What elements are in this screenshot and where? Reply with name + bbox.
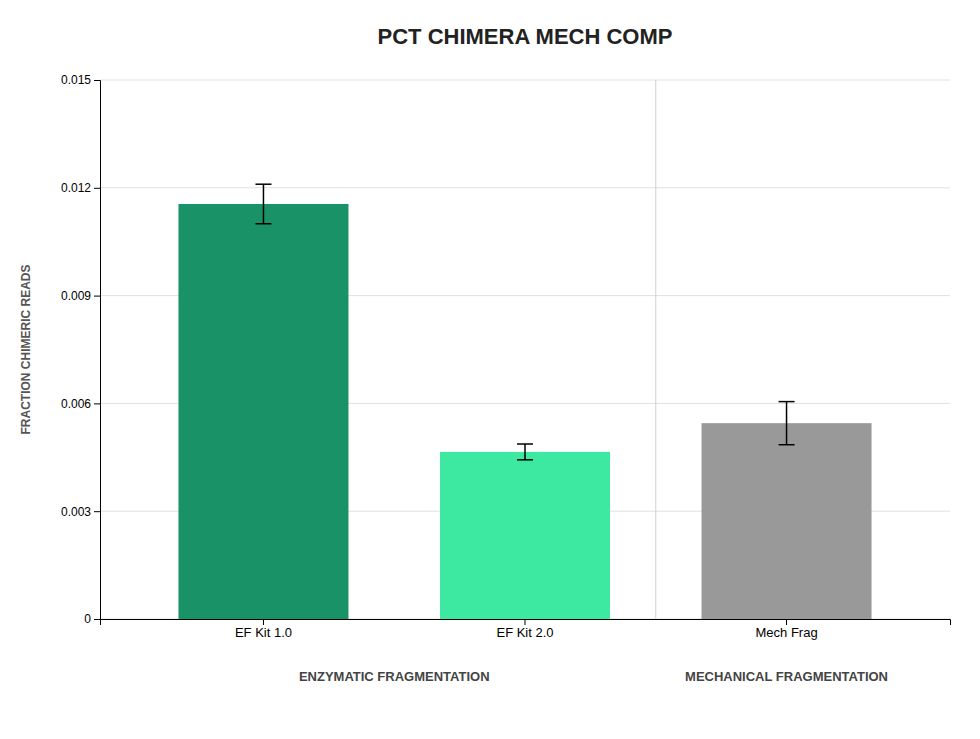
group-divider bbox=[655, 80, 656, 619]
y-tick-label: 0.012 bbox=[61, 181, 91, 195]
error-bar-stem bbox=[786, 402, 788, 445]
marks bbox=[178, 184, 871, 619]
y-axis-title: FRACTION CHIMERIC READS bbox=[19, 265, 33, 435]
error-bar-stem bbox=[524, 444, 526, 460]
y-tick: 0.006 bbox=[61, 397, 100, 411]
y-tick-mark bbox=[94, 619, 100, 620]
x-tick-mark bbox=[525, 619, 526, 625]
y-tick-mark bbox=[94, 511, 100, 512]
error-bar-cap bbox=[255, 223, 271, 225]
error-bar-cap bbox=[779, 444, 795, 446]
error-bar-cap bbox=[779, 401, 795, 403]
error-bar bbox=[517, 444, 533, 460]
bar bbox=[440, 452, 610, 619]
group-label: MECHANICAL FRAGMENTATION bbox=[685, 669, 888, 684]
error-bar bbox=[779, 402, 795, 445]
y-tick-mark bbox=[94, 296, 100, 297]
y-tick: 0.009 bbox=[61, 289, 100, 303]
error-bar-cap bbox=[255, 183, 271, 185]
bar bbox=[178, 204, 348, 619]
chart: 00.0030.0060.0090.0120.015EF Kit 1.0EF K… bbox=[0, 0, 980, 739]
x-tick: Mech Frag bbox=[755, 619, 817, 640]
x-tick-label: EF Kit 2.0 bbox=[496, 625, 553, 640]
error-bar-stem bbox=[263, 184, 265, 224]
grid bbox=[100, 80, 950, 619]
y-tick: 0.012 bbox=[61, 181, 100, 195]
x-tick-label: Mech Frag bbox=[755, 625, 817, 640]
x-tick-mark bbox=[786, 619, 787, 625]
x-tick: EF Kit 1.0 bbox=[235, 619, 292, 640]
error-bar-cap bbox=[517, 443, 533, 445]
y-tick-mark bbox=[94, 188, 100, 189]
y-tick-label: 0.003 bbox=[61, 505, 91, 519]
y-tick: 0.003 bbox=[61, 505, 100, 519]
error-bar bbox=[255, 184, 271, 224]
x-tick: EF Kit 2.0 bbox=[496, 619, 553, 640]
grid-line bbox=[100, 187, 950, 188]
y-tick: 0.015 bbox=[61, 73, 100, 87]
plot: 00.0030.0060.0090.0120.015EF Kit 1.0EF K… bbox=[61, 73, 951, 684]
error-bar-cap bbox=[517, 459, 533, 461]
y-tick-mark bbox=[94, 80, 100, 81]
y-tick-label: 0.009 bbox=[61, 289, 91, 303]
y-axis-line bbox=[94, 81, 101, 620]
y-axis: 0 0.003 0.006 0.009 0.012 0.015 bbox=[61, 73, 101, 626]
x-axis-line bbox=[101, 620, 951, 626]
bar bbox=[702, 423, 872, 619]
grid-line bbox=[100, 80, 950, 81]
title: PCT CHIMERA MECH COMP bbox=[378, 24, 673, 49]
x-tick-label: EF Kit 1.0 bbox=[235, 625, 292, 640]
y-tick-mark bbox=[94, 403, 100, 404]
y-tick-label: 0 bbox=[84, 612, 91, 626]
y-tick: 0 bbox=[84, 612, 100, 626]
x-axis: EF Kit 1.0 EF Kit 2.0 Mech Frag bbox=[101, 619, 951, 640]
y-tick-label: 0.015 bbox=[61, 73, 91, 87]
group-label: ENZYMATIC FRAGMENTATION bbox=[299, 669, 490, 684]
x-tick-mark bbox=[263, 619, 264, 625]
y-tick-label: 0.006 bbox=[61, 397, 91, 411]
